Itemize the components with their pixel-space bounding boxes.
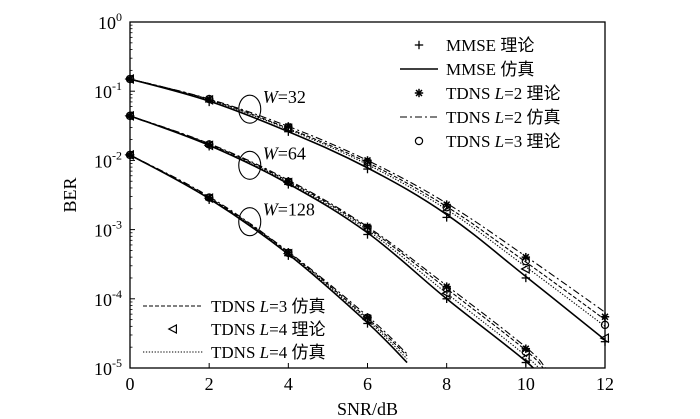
annotation-var: W — [263, 143, 280, 163]
marker-plus-g1-p5 — [521, 273, 531, 283]
series-line-tdns-l-3--group-2 — [130, 115, 544, 368]
annotation-var: W — [263, 87, 280, 107]
legend-label-0: TDNS L=3 仿真 — [211, 297, 325, 316]
series-line-tdns-l-4--group-2 — [130, 115, 540, 368]
legend-text-var: L — [494, 84, 504, 103]
y-tick-exponent: 0 — [116, 10, 122, 24]
y-tick-label: 10-3 — [94, 218, 122, 241]
annotation-label-2: W=64 — [263, 143, 306, 163]
legend-text-suffix: =2 仿真 — [504, 108, 560, 127]
y-tick-base: 10 — [98, 13, 116, 33]
marker-triangle-g2-p4 — [441, 288, 451, 299]
marker-triangle-g3-p1 — [203, 193, 214, 204]
window-annotations: W=32W=64W=128 — [238, 87, 315, 237]
x-tick-label: 12 — [596, 374, 614, 394]
y-tick-label: 10-2 — [94, 148, 122, 171]
annotation-ellipse-3 — [238, 207, 262, 237]
legend-text-var: L — [259, 320, 269, 339]
marker-triangle-g2-p1 — [203, 140, 214, 151]
legend-text-prefix: TDNS — [211, 297, 260, 316]
annotation-ellipse-1 — [238, 94, 262, 124]
y-tick-exponent: -5 — [112, 356, 122, 370]
legend-text-prefix: TDNS — [211, 343, 260, 362]
legend-marker-0 — [414, 40, 424, 50]
y-tick-label: 10-4 — [94, 287, 122, 310]
annotation-value: =64 — [278, 143, 306, 163]
legend-text-prefix: TDNS — [446, 84, 495, 103]
legend-marker-1 — [167, 324, 177, 334]
x-tick-label: 2 — [205, 374, 214, 394]
y-tick-label: 10-5 — [94, 356, 122, 379]
y-tick-label: 10-1 — [94, 79, 122, 102]
legend-text-prefix: TDNS — [211, 320, 260, 339]
annotation-label-1: W=32 — [263, 87, 306, 107]
marker-triangle-g1-p1 — [203, 94, 214, 105]
legend-label-0: MMSE 理论 — [446, 36, 534, 55]
marker-circle-g1-p5 — [521, 256, 531, 266]
legend-label-1: MMSE 仿真 — [446, 60, 534, 79]
legend-text-var: L — [494, 108, 504, 127]
legend-label-2: TDNS L=2 理论 — [446, 84, 560, 103]
marker-triangle-g2-p2 — [282, 177, 293, 188]
series-line-tdns-l-2--group-2 — [130, 115, 547, 368]
marker-triangle-g1-p3 — [362, 160, 372, 171]
x-tick-label: 6 — [363, 374, 372, 394]
x-tick-label: 10 — [517, 374, 535, 394]
legend-text-suffix: =3 仿真 — [269, 297, 325, 316]
y-tick-base: 10 — [94, 290, 112, 310]
y-tick-exponent: -4 — [112, 287, 122, 301]
marker-triangle-g3-p3 — [362, 314, 372, 325]
legend-label-3: TDNS L=2 仿真 — [446, 108, 560, 127]
marker-triangle-g1-p4 — [441, 206, 451, 217]
y-tick-base: 10 — [94, 221, 112, 241]
legend-marker-2 — [414, 88, 424, 98]
legend-text-var: L — [259, 297, 269, 316]
y-axis-label: BER — [60, 177, 80, 212]
legend-label-2: TDNS L=4 仿真 — [211, 343, 325, 362]
legend-label-4: TDNS L=3 理论 — [446, 132, 560, 151]
y-tick-base: 10 — [94, 151, 112, 171]
marker-plus-g1-p4 — [442, 213, 451, 222]
annotation-ellipse-2 — [238, 150, 262, 180]
legend-text-suffix: =4 仿真 — [269, 343, 325, 362]
series-line-mmse--group-2 — [130, 115, 535, 368]
y-tick-base: 10 — [94, 359, 112, 379]
legend-label-1: TDNS L=4 理论 — [211, 320, 325, 339]
marker-triangle-g3-p2 — [282, 248, 293, 259]
marker-triangle-g2-p5 — [520, 352, 530, 363]
legend-text-suffix: =3 理论 — [504, 132, 560, 151]
x-axis-label: SNR/dB — [337, 399, 398, 419]
x-tick-label: 4 — [284, 374, 293, 394]
annotation-label-3: W=128 — [263, 200, 315, 220]
y-tick-label: 100 — [98, 10, 122, 33]
annotation-var: W — [263, 200, 280, 220]
legend-text-suffix: =2 理论 — [504, 84, 560, 103]
legend-text-var: L — [494, 132, 504, 151]
legend-marker-2-ray — [415, 89, 423, 97]
y-tick-exponent: -2 — [112, 148, 122, 162]
marker-triangle-g1-p5 — [520, 263, 530, 274]
y-tick-exponent: -1 — [112, 79, 122, 93]
legend-text-suffix: =4 理论 — [269, 320, 325, 339]
marker-triangle-g2-p3 — [362, 224, 372, 235]
y-tick-base: 10 — [94, 82, 112, 102]
x-tick-label: 0 — [126, 374, 135, 394]
legend-marker-4 — [414, 136, 424, 146]
annotation-value: =32 — [278, 87, 306, 107]
legend-text-prefix: TDNS — [446, 132, 495, 151]
legend-text-var: L — [259, 343, 269, 362]
marker-asterisk-g2-p4-ray — [443, 283, 451, 291]
marker-asterisk-g1-p4-ray — [443, 201, 451, 209]
y-tick-exponent: -3 — [112, 218, 122, 232]
x-tick-label: 8 — [442, 374, 451, 394]
annotation-value: =128 — [278, 200, 315, 220]
marker-triangle-g1-p2 — [282, 123, 293, 134]
legend-text-prefix: TDNS — [446, 108, 495, 127]
